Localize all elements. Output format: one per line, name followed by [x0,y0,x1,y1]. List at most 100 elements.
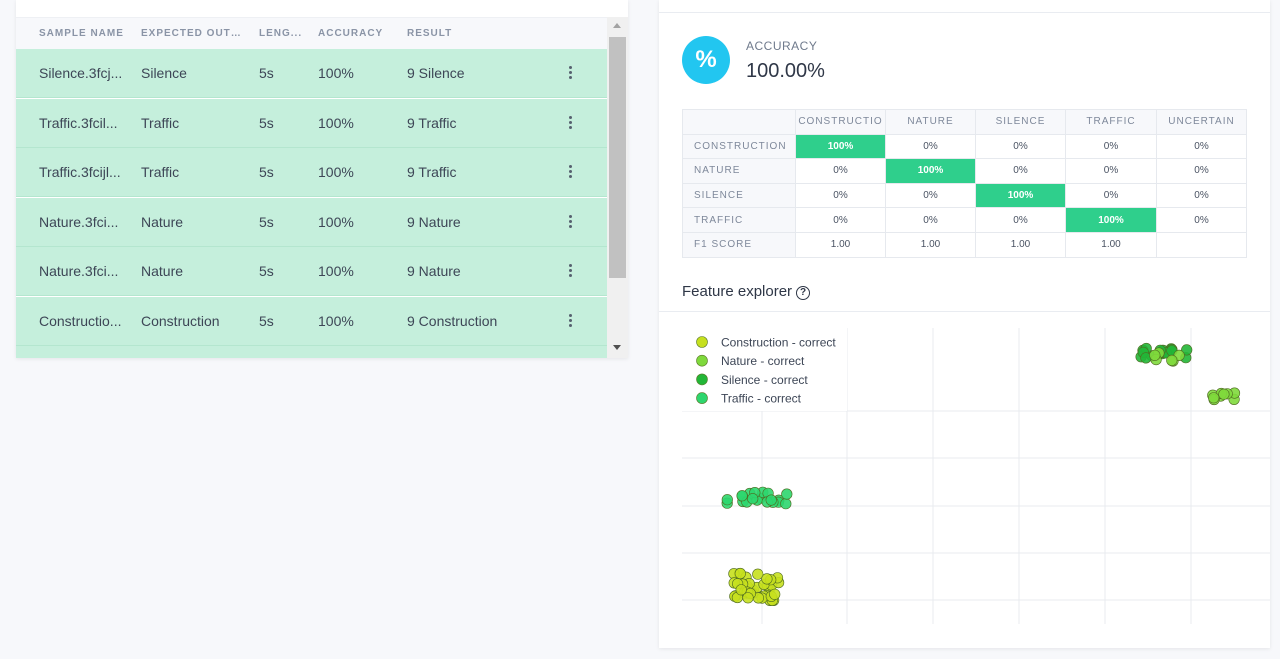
legend-background [682,328,847,411]
column-header-expected-outcome[interactable]: EXPECTED OUTC... [141,28,246,39]
confusion-matrix-cell: 0% [975,158,1066,184]
scroll-up-arrow-icon[interactable] [613,23,621,28]
plot-legend: Construction - correct Nature - correct Si… [696,336,836,406]
table-header: SAMPLE NAME EXPECTED OUTC... LENG... ACC… [16,17,607,49]
confusion-matrix-row-header: SILENCE [682,182,796,209]
plot-points [721,342,1241,607]
table-body: Silence.3fcj... Silence 5s 100% 9 Silence Tra… [16,49,607,358]
row-menu-icon[interactable] [566,64,574,82]
result-cell: 9 Nature [407,213,461,230]
plot-point[interactable] [747,493,759,505]
percent-icon: % [682,36,730,84]
column-header-result[interactable]: RESULT [407,28,453,39]
legend-label[interactable]: Nature - correct [721,354,805,368]
row-menu-icon[interactable] [566,213,574,231]
result-cell: 9 Traffic [407,114,457,131]
feature-explorer-plot[interactable]: Construction - correct Nature - correct Si… [659,312,1270,630]
table-row[interactable]: Traffic.3fcil... Traffic 5s 100% 9 Traffic [16,98,607,148]
column-header-length[interactable]: LENG... [259,28,303,39]
confusion-matrix-row-header: TRAFFIC [682,207,796,233]
expected-outcome-cell: Nature [141,263,184,279]
row-menu-icon[interactable] [566,312,574,330]
plot-point[interactable] [761,573,773,585]
length-cell: 5s [259,164,274,180]
confusion-matrix-cell: 1.00 [795,231,886,258]
confusion-matrix-cell: 0% [795,207,886,233]
length-cell: 5s [259,213,274,230]
row-menu-icon[interactable] [566,163,574,181]
legend-label[interactable]: Construction - correct [721,336,836,350]
confusion-matrix-row: TRAFFIC 0% 0% 0% 100% 0% [682,207,1247,233]
plot-point[interactable] [1149,349,1161,361]
sample-name-cell: Nature.3fci... [39,263,119,279]
feature-explorer-title: Feature explorer? [682,283,811,300]
confusion-matrix-cell: 1.00 [1065,231,1157,258]
legend-label[interactable]: Silence - correct [721,373,808,387]
sample-name-cell: Silence.3fcj... [39,65,123,81]
scroll-thumb[interactable] [609,37,626,278]
accuracy-cell: 100% [318,312,354,329]
confusion-matrix-cell: 0% [795,182,886,209]
confusion-matrix-row-header: NATURE [682,158,796,184]
legend-marker-icon [696,373,708,386]
plot-point[interactable] [1218,388,1230,400]
confusion-matrix-column-header: UNCERTAIN [1156,109,1247,135]
plot-point[interactable] [742,592,754,604]
table-scrollbar[interactable] [607,17,628,358]
table-top-strip [16,0,628,17]
confusion-matrix-row-header: F1 SCORE [682,231,796,258]
plot-point[interactable] [752,568,764,580]
accuracy-cell: 100% [318,213,354,230]
legend-label[interactable]: Traffic - correct [721,392,802,406]
plot-point[interactable] [1208,392,1220,404]
length-cell: 5s [259,263,274,279]
divider [659,12,1270,13]
table-row[interactable]: Traffic.3fcijl... Traffic 5s 100% 9 Traffic [16,148,607,197]
result-cell: 9 Nature [407,263,461,279]
confusion-matrix-column-header: CONSTRUCTIO [795,109,886,135]
plot-point[interactable] [721,494,733,506]
confusion-matrix-cell: 0% [1065,158,1157,184]
help-icon[interactable]: ? [796,286,811,300]
legend-marker-icon [696,392,708,404]
confusion-matrix-row: NATURE 0% 100% 0% 0% 0% [682,158,1247,184]
confusion-matrix-cell [1156,231,1247,258]
row-menu-icon[interactable] [566,262,574,280]
confusion-matrix-cell: 0% [975,133,1066,160]
confusion-matrix-cell: 0% [1156,133,1247,160]
confusion-matrix-cell: 0% [1065,182,1157,209]
row-menu-icon[interactable] [566,114,574,132]
plot-point[interactable] [769,588,781,600]
plot-point[interactable] [736,490,748,502]
accuracy-cell: 100% [318,263,354,279]
legend-marker-icon [696,354,708,367]
table-row[interactable]: Constructio... Construction 5s 100% 9 Constr… [16,296,607,346]
table-row[interactable]: Silence.3fcj... Silence 5s 100% 9 Silence [16,49,607,98]
column-header-sample-name[interactable]: SAMPLE NAME [39,28,124,39]
table-row[interactable]: Nature.3fci... Nature 5s 100% 9 Nature [16,197,607,247]
plot-point[interactable] [734,567,746,580]
result-cell: 9 Construction [407,312,498,329]
confusion-matrix-cell: 100% [1065,207,1157,233]
length-cell: 5s [259,312,274,329]
plot-point[interactable] [780,498,792,510]
confusion-matrix-cell: 1.00 [975,231,1066,258]
divider [659,311,1270,312]
confusion-matrix-cell: 0% [885,207,976,233]
table-row[interactable]: Nature.3fci... Nature 5s 100% 9 Nature [16,247,607,296]
table-row[interactable] [16,346,607,358]
plot-point[interactable] [781,488,793,500]
confusion-matrix-cell: 0% [795,158,886,184]
accuracy-cell: 100% [318,164,354,180]
column-header-accuracy[interactable]: ACCURACY [318,28,384,39]
plot-point[interactable] [765,494,777,506]
plot-point[interactable] [1166,354,1178,367]
confusion-matrix-cell: 1.00 [885,231,976,258]
expected-outcome-cell: Traffic [141,164,180,180]
scroll-down-arrow-icon[interactable] [613,345,621,350]
plot-point[interactable] [735,584,747,596]
confusion-matrix: CONSTRUCTIO NATURE SILENCE TRAFFIC UNCERTAIN… [682,109,1247,258]
plot-point[interactable] [1181,344,1193,356]
confusion-matrix-cell: 0% [1065,133,1157,160]
sample-name-cell: Traffic.3fcijl... [39,164,121,180]
